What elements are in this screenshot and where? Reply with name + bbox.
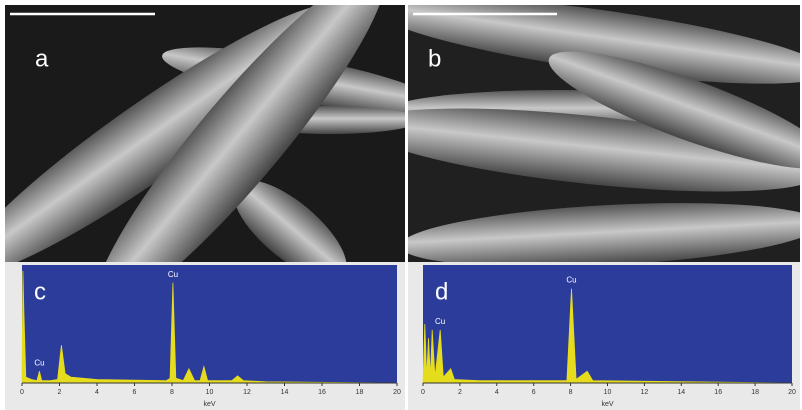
- x-tick-label: 10: [206, 389, 214, 396]
- peak-label: Cu: [168, 270, 178, 279]
- x-tick-label: 10: [604, 389, 612, 396]
- panel-label: a: [35, 45, 49, 72]
- x-tick-label: 18: [356, 389, 364, 396]
- panel-label: c: [34, 278, 46, 305]
- x-tick-label: 20: [393, 389, 401, 396]
- plot-area: [423, 265, 792, 383]
- x-tick-label: 16: [714, 389, 722, 396]
- peak-label: Cu: [34, 358, 44, 367]
- x-tick-label: 2: [58, 389, 62, 396]
- x-axis-label: keV: [601, 401, 613, 408]
- x-tick-label: 0: [20, 389, 24, 396]
- x-axis-label: keV: [203, 401, 215, 408]
- x-tick-label: 8: [170, 389, 174, 396]
- plot-area: [22, 265, 397, 383]
- panel-label: b: [428, 45, 441, 72]
- x-tick-label: 14: [281, 389, 289, 396]
- x-tick-label: 20: [788, 389, 796, 396]
- sem-image-b: [408, 5, 800, 262]
- spectrum: [21, 270, 398, 384]
- x-tick-label: 16: [318, 389, 326, 396]
- x-tick-label: 4: [495, 389, 499, 396]
- x-tick-label: 12: [243, 389, 251, 396]
- x-tick-label: 4: [95, 389, 99, 396]
- x-tick-label: 12: [641, 389, 649, 396]
- x-tick-label: 14: [677, 389, 685, 396]
- spectrum: [422, 288, 793, 384]
- peak-label: Cu: [435, 317, 445, 326]
- x-tick-label: 0: [421, 389, 425, 396]
- panel-label: d: [435, 278, 448, 305]
- x-tick-label: 8: [569, 389, 573, 396]
- x-tick-label: 18: [751, 389, 759, 396]
- x-tick-label: 6: [532, 389, 536, 396]
- x-tick-label: 6: [133, 389, 137, 396]
- sem-image-a: [5, 5, 405, 262]
- x-tick-label: 2: [458, 389, 462, 396]
- peak-label: Cu: [566, 276, 576, 285]
